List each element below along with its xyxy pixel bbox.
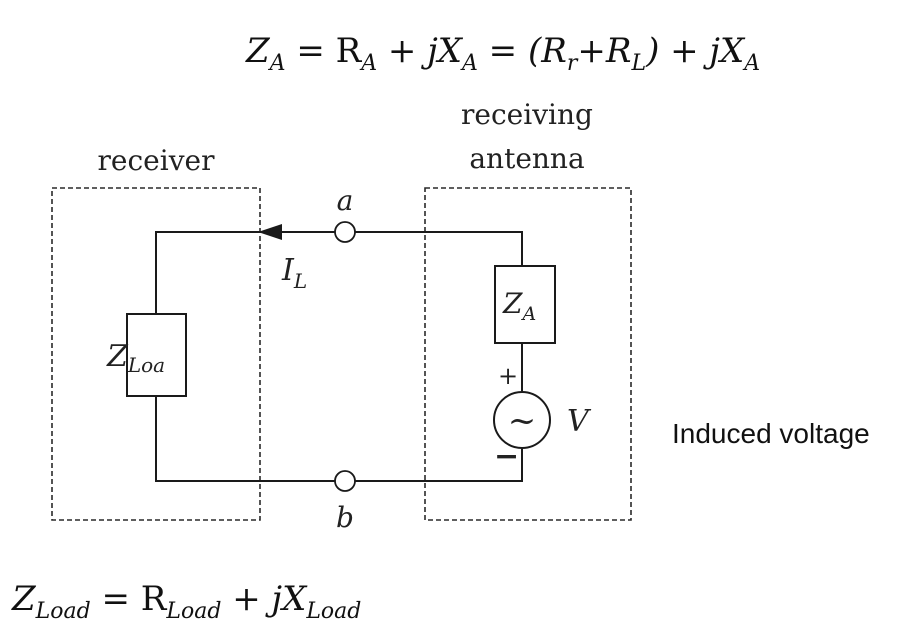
receiving-antenna-label-line1: receiving [461, 98, 593, 131]
receiver-label: receiver [98, 144, 216, 177]
induced-voltage-annotation: Induced voltage [672, 418, 870, 449]
antenna-impedance-label: ZA [502, 287, 536, 325]
antenna-impedance-block [494, 265, 556, 344]
terminal-a-label: a [337, 184, 354, 217]
voltage-label: V [567, 404, 592, 439]
terminal-b-label: b [336, 501, 354, 534]
terminal-a [334, 221, 356, 243]
load-impedance-label: ZLoa [106, 339, 165, 377]
antenna-impedance-equation: ZA = RA + jXA = (Rr+RL) + jXA [245, 31, 760, 76]
top-wire-left [155, 231, 335, 314]
load-impedance-equation: ZLoad = RLoad + jXLoad [11, 579, 361, 624]
current-label: IL [281, 253, 307, 293]
voltage-source [493, 391, 551, 449]
bottom-wire-right [355, 449, 523, 482]
bottom-wire-left [155, 396, 335, 482]
receiving-antenna-label-line2: antenna [469, 142, 584, 175]
plus-sign: + [498, 362, 518, 390]
source-tilde-icon: ~ [508, 401, 537, 441]
load-impedance-block [126, 313, 187, 397]
antenna-enclosure [424, 187, 632, 521]
minus-sign: − [494, 439, 519, 474]
top-wire-right [355, 231, 523, 266]
current-arrow [258, 224, 282, 240]
terminal-b [334, 470, 356, 492]
receiver-enclosure [51, 187, 261, 521]
